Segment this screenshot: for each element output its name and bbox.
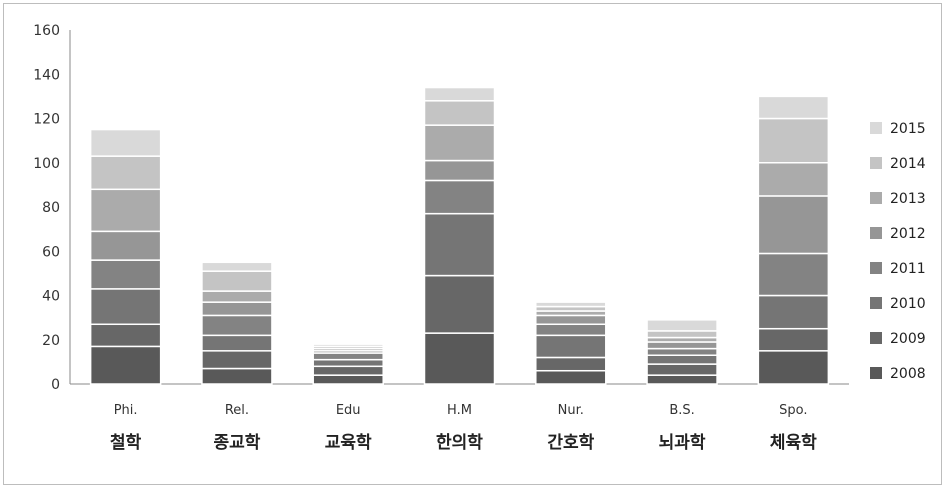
- x-tick-label: H.M: [447, 403, 472, 418]
- bar-segment-B.S.-2014: [646, 330, 718, 339]
- bar-segment-Phi.-2013: [89, 188, 162, 233]
- bar-segment-H.M-2010: [423, 212, 496, 277]
- y-tick-label: 120: [33, 112, 60, 128]
- y-tick-labels: 0 20 40 60 80 100 120 140 160: [33, 23, 60, 393]
- legend-swatch-2015: [870, 122, 882, 134]
- bar-segment-Phi.-2015: [89, 128, 162, 157]
- x-tick-label-korean: 철학: [110, 433, 142, 453]
- bar-segment-Phi.-2008: [89, 345, 162, 385]
- legend-swatch-2009: [870, 332, 882, 344]
- stacked-bar-chart: 0 20 40 60 80 100 120 140 160 Phi. 철학 Rel. 종교학 Edu 교육…: [33, 23, 926, 453]
- bar-segment-Spo.-2013: [757, 162, 830, 197]
- bar-segment-B.S.-2009: [646, 363, 718, 376]
- legend-swatch-2011: [870, 262, 882, 274]
- bar-segment-Phi.-2014: [89, 155, 162, 191]
- chart-frame: 0 20 40 60 80 100 120 140 160 Phi. 철학 Rel. 종교학 Edu 교육…: [3, 3, 942, 485]
- y-tick-label: 160: [33, 23, 60, 39]
- y-tick-label: 60: [42, 244, 60, 260]
- bar-segment-Spo.-2008: [757, 350, 830, 385]
- bar-segment-Rel.-2009: [201, 350, 273, 370]
- bar-segment-B.S.-2008: [646, 374, 718, 385]
- bar-segment-Spo.-2010: [757, 294, 830, 330]
- legend-swatch-2010: [870, 297, 882, 309]
- x-tick-label-korean: 종교학: [213, 433, 260, 453]
- bar-segment-H.M-2014: [423, 100, 496, 126]
- bar-segment-Rel.-2011: [201, 314, 273, 337]
- legend-label-2015: 2015: [890, 121, 926, 137]
- bar-segment-H.M-2008: [423, 332, 496, 385]
- x-tick-label-korean: 교육학: [325, 433, 372, 453]
- bar-segment-Phi.-2012: [89, 230, 162, 261]
- y-tick-label: 20: [42, 333, 60, 349]
- bar-segment-Edu-2010: [312, 358, 384, 368]
- x-tick-label: Edu: [336, 403, 361, 418]
- bar-segment-H.M-2012: [423, 159, 496, 182]
- legend-label-2009: 2009: [890, 331, 926, 347]
- bar-segment-Rel.-2014: [201, 270, 273, 292]
- x-tick-label-korean: 뇌과학: [659, 433, 706, 453]
- bar-segment-Nur.-2008: [535, 369, 607, 385]
- x-tick-label: Nur.: [558, 403, 584, 418]
- bar-segment-Edu-2009: [312, 365, 384, 376]
- x-tick-labels: Phi. 철학 Rel. 종교학 Edu 교육학 H.M 한의학 Nur. 간호학 B.S. 뇌과학 S…: [110, 403, 817, 453]
- bar-segment-Nur.-2015: [535, 301, 607, 308]
- bar-segment-Phi.-2009: [89, 323, 162, 348]
- legend-label-2013: 2013: [890, 191, 926, 207]
- bar-segment-Spo.-2015: [757, 95, 830, 120]
- bar-segment-Edu-2015: [312, 343, 384, 348]
- legend-label-2012: 2012: [890, 226, 926, 242]
- x-tick-label-korean: 간호학: [547, 433, 594, 453]
- bar-segment-H.M-2015: [423, 86, 496, 102]
- bar-segment-Spo.-2009: [757, 327, 830, 352]
- y-tick-label: 0: [51, 377, 60, 393]
- legend-label-2014: 2014: [890, 156, 926, 172]
- bar-segment-Spo.-2011: [757, 252, 830, 297]
- bar-segment-Edu-2011: [312, 352, 384, 361]
- legend-swatch-2014: [870, 157, 882, 169]
- x-tick-label: Spo.: [779, 403, 807, 418]
- bar-segment-Nur.-2011: [535, 323, 607, 337]
- legend-swatch-2012: [870, 227, 882, 239]
- legend-label-2008: 2008: [890, 366, 926, 382]
- bar-segment-Rel.-2010: [201, 334, 273, 352]
- y-tick-label: 80: [42, 200, 60, 216]
- y-tick-label: 140: [33, 67, 60, 83]
- bar-segment-B.S.-2011: [646, 347, 718, 356]
- bar-segment-B.S.-2015: [646, 319, 718, 332]
- legend: 2015 2014 2013 2012 2011 2010 2009 2008: [870, 121, 926, 382]
- bar-segment-Rel.-2008: [201, 367, 273, 385]
- bar-segment-B.S.-2010: [646, 354, 718, 365]
- bar-segment-Nur.-2010: [535, 334, 607, 359]
- bar-segment-Rel.-2015: [201, 261, 273, 272]
- bar-segment-H.M-2011: [423, 179, 496, 215]
- legend-swatch-2013: [870, 192, 882, 204]
- x-tick-label-korean: 체육학: [770, 433, 817, 453]
- bar-segment-H.M-2009: [423, 274, 496, 334]
- bar-segment-B.S.-2012: [646, 341, 718, 350]
- bars-group: [89, 86, 830, 385]
- bar-segment-Spo.-2014: [757, 117, 830, 164]
- x-tick-label: Rel.: [225, 403, 249, 418]
- bar-segment-Rel.-2013: [201, 290, 273, 303]
- bar-segment-Edu-2008: [312, 374, 384, 385]
- bar-segment-Rel.-2012: [201, 301, 273, 317]
- y-tick-label: 40: [42, 289, 60, 305]
- bar-segment-Nur.-2009: [535, 356, 607, 372]
- bar-segment-Phi.-2010: [89, 288, 162, 326]
- legend-label-2010: 2010: [890, 296, 926, 312]
- bar-segment-H.M-2013: [423, 124, 496, 162]
- bar-segment-Spo.-2012: [757, 195, 830, 255]
- legend-swatch-2008: [870, 367, 882, 379]
- y-tick-label: 100: [33, 156, 60, 172]
- bar-segment-Phi.-2011: [89, 259, 162, 290]
- x-tick-label: B.S.: [669, 403, 694, 418]
- bar-segment-Nur.-2012: [535, 314, 607, 326]
- legend-label-2011: 2011: [890, 261, 926, 277]
- x-tick-label: Phi.: [114, 403, 138, 418]
- x-tick-label-korean: 한의학: [436, 433, 483, 453]
